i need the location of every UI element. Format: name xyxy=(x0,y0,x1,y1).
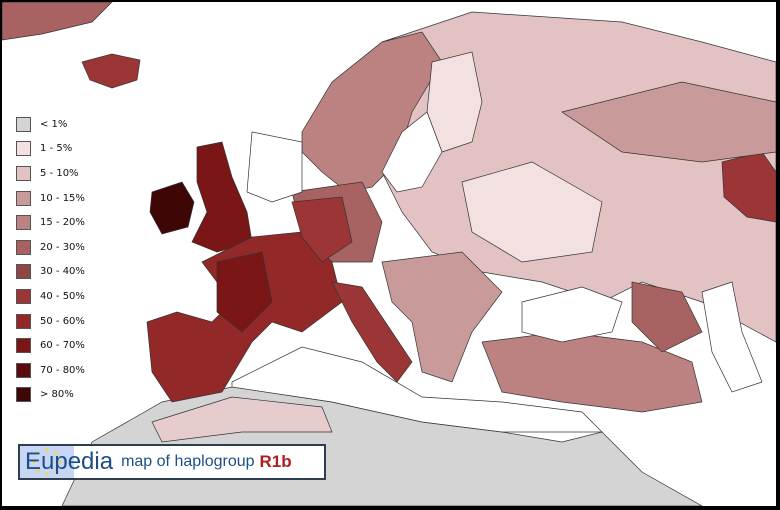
legend-label: 15 - 20% xyxy=(40,217,85,229)
legend-swatch xyxy=(16,116,31,132)
legend-item: 40 - 50% xyxy=(16,284,85,309)
legend-item: 1 - 5% xyxy=(16,137,85,162)
legend-item: > 80% xyxy=(16,383,85,408)
legend-label: 50 - 60% xyxy=(40,315,85,327)
legend-item: 5 - 10% xyxy=(16,161,85,186)
legend-swatch xyxy=(16,165,31,181)
legend-swatch xyxy=(16,239,31,255)
legend-item: 30 - 40% xyxy=(16,260,85,285)
region-north-africa-low xyxy=(151,396,333,443)
brand-logo-text: Eupedia xyxy=(25,448,114,475)
region-germany-west xyxy=(291,196,353,263)
haplogroup-name: R1b xyxy=(259,452,292,471)
legend-swatch xyxy=(16,387,31,403)
legend-label: < 1% xyxy=(40,118,68,130)
region-greenland xyxy=(2,2,113,41)
legend-swatch xyxy=(16,141,31,157)
legend-label: 30 - 40% xyxy=(40,266,85,278)
legend-label: 60 - 70% xyxy=(40,340,85,352)
baltic-sea xyxy=(381,111,443,193)
legend-label: 20 - 30% xyxy=(40,241,85,253)
legend-label: 5 - 10% xyxy=(40,167,79,179)
caspian-sea xyxy=(701,281,763,393)
north-sea xyxy=(246,131,303,203)
title-text: map of haplogroup xyxy=(121,453,255,470)
black-sea xyxy=(521,286,623,343)
legend-item: 20 - 30% xyxy=(16,235,85,260)
legend-item: 10 - 15% xyxy=(16,186,85,211)
legend-swatch xyxy=(16,288,31,304)
legend-item: < 1% xyxy=(16,112,85,137)
legend-swatch xyxy=(16,264,31,280)
legend-label: 70 - 80% xyxy=(40,364,85,376)
legend-label: > 80% xyxy=(40,389,74,401)
mediterranean-sea xyxy=(231,346,603,433)
region-ireland xyxy=(149,181,195,235)
legend-swatch xyxy=(16,313,31,329)
region-caucasus xyxy=(631,281,703,353)
region-france-west xyxy=(216,251,273,333)
region-balkans xyxy=(381,251,503,383)
region-italy xyxy=(331,281,413,383)
legend-swatch xyxy=(16,190,31,206)
region-iceland xyxy=(81,53,141,89)
legend-label: 1 - 5% xyxy=(40,143,73,155)
legend-item: 60 - 70% xyxy=(16,333,85,358)
legend-item: 15 - 20% xyxy=(16,210,85,235)
legend-item: 50 - 60% xyxy=(16,309,85,334)
legend-label: 40 - 50% xyxy=(40,290,85,302)
legend-item: 70 - 80% xyxy=(16,358,85,383)
legend-swatch xyxy=(16,215,31,231)
legend-label: 10 - 15% xyxy=(40,192,85,204)
region-russia-light xyxy=(461,161,603,263)
legend-swatch xyxy=(16,338,31,354)
map-title: Eupedia map of haplogroup R1b xyxy=(18,444,326,480)
region-north-russia xyxy=(561,81,776,163)
region-britain xyxy=(191,141,253,253)
legend: < 1% 1 - 5% 5 - 10% 10 - 15% 15 - 20% 20… xyxy=(16,112,85,407)
eu-flag-icon xyxy=(20,446,74,478)
legend-swatch xyxy=(16,362,31,378)
